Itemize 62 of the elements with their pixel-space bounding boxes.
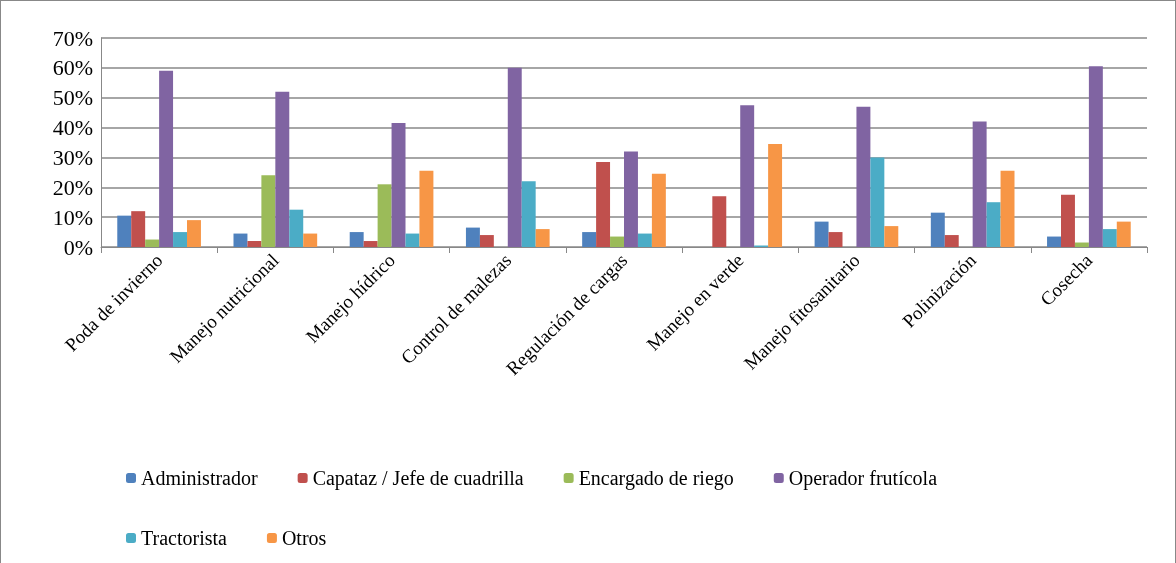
bar (986, 202, 1001, 247)
y-tick-label: 30% (52, 144, 93, 170)
bar (651, 173, 666, 247)
bar (1088, 66, 1103, 247)
bar (930, 212, 945, 247)
bar (944, 235, 959, 247)
bar (465, 227, 480, 247)
bar (624, 151, 638, 247)
bar (275, 91, 290, 247)
bar (814, 221, 829, 247)
bar (1074, 242, 1089, 247)
bar (363, 241, 378, 247)
legend-label: Capataz / Jefe de cuadrilla (312, 467, 524, 490)
y-tick-label: 50% (52, 85, 93, 111)
legend-label: Administrador (141, 467, 258, 489)
bar (405, 233, 420, 247)
bar (187, 220, 201, 247)
bar (1000, 170, 1015, 247)
bar (1102, 229, 1117, 247)
legend-label: Otros (281, 527, 327, 549)
bar (117, 215, 132, 247)
legend-label: Encargado de riego (578, 467, 734, 490)
bar (173, 232, 187, 247)
bar (637, 233, 652, 247)
bar (1061, 194, 1075, 247)
bar (521, 181, 536, 247)
bar (349, 232, 364, 247)
legend-label: Tractorista (141, 527, 228, 549)
y-tick-label: 60% (52, 55, 93, 81)
bar (582, 232, 597, 247)
bar (535, 229, 550, 247)
bar (377, 184, 392, 247)
y-tick-label: 40% (52, 115, 93, 141)
bar (870, 157, 885, 247)
bar (261, 175, 276, 247)
bar (419, 170, 434, 247)
bar (972, 121, 987, 247)
bar (712, 196, 727, 247)
bar (303, 233, 318, 247)
y-tick-label: 0% (63, 234, 93, 260)
bar (768, 143, 783, 247)
y-tick-label: 70% (52, 25, 93, 51)
bar (1047, 236, 1061, 247)
bar (131, 211, 146, 247)
bar (740, 105, 755, 247)
y-tick-label: 10% (52, 204, 93, 230)
bar (828, 232, 843, 247)
bar (856, 106, 871, 247)
bar (233, 233, 248, 247)
bar (479, 235, 494, 247)
bar (884, 226, 899, 247)
y-tick-label: 20% (52, 174, 93, 200)
bar (289, 209, 304, 247)
bar (159, 70, 174, 247)
legend-label: Operador frutícola (788, 467, 938, 490)
bar (391, 123, 406, 247)
bar (596, 161, 611, 247)
bar (247, 241, 262, 247)
bar (507, 67, 522, 247)
bar (145, 239, 160, 247)
bar (1116, 221, 1131, 247)
bar (610, 236, 624, 247)
